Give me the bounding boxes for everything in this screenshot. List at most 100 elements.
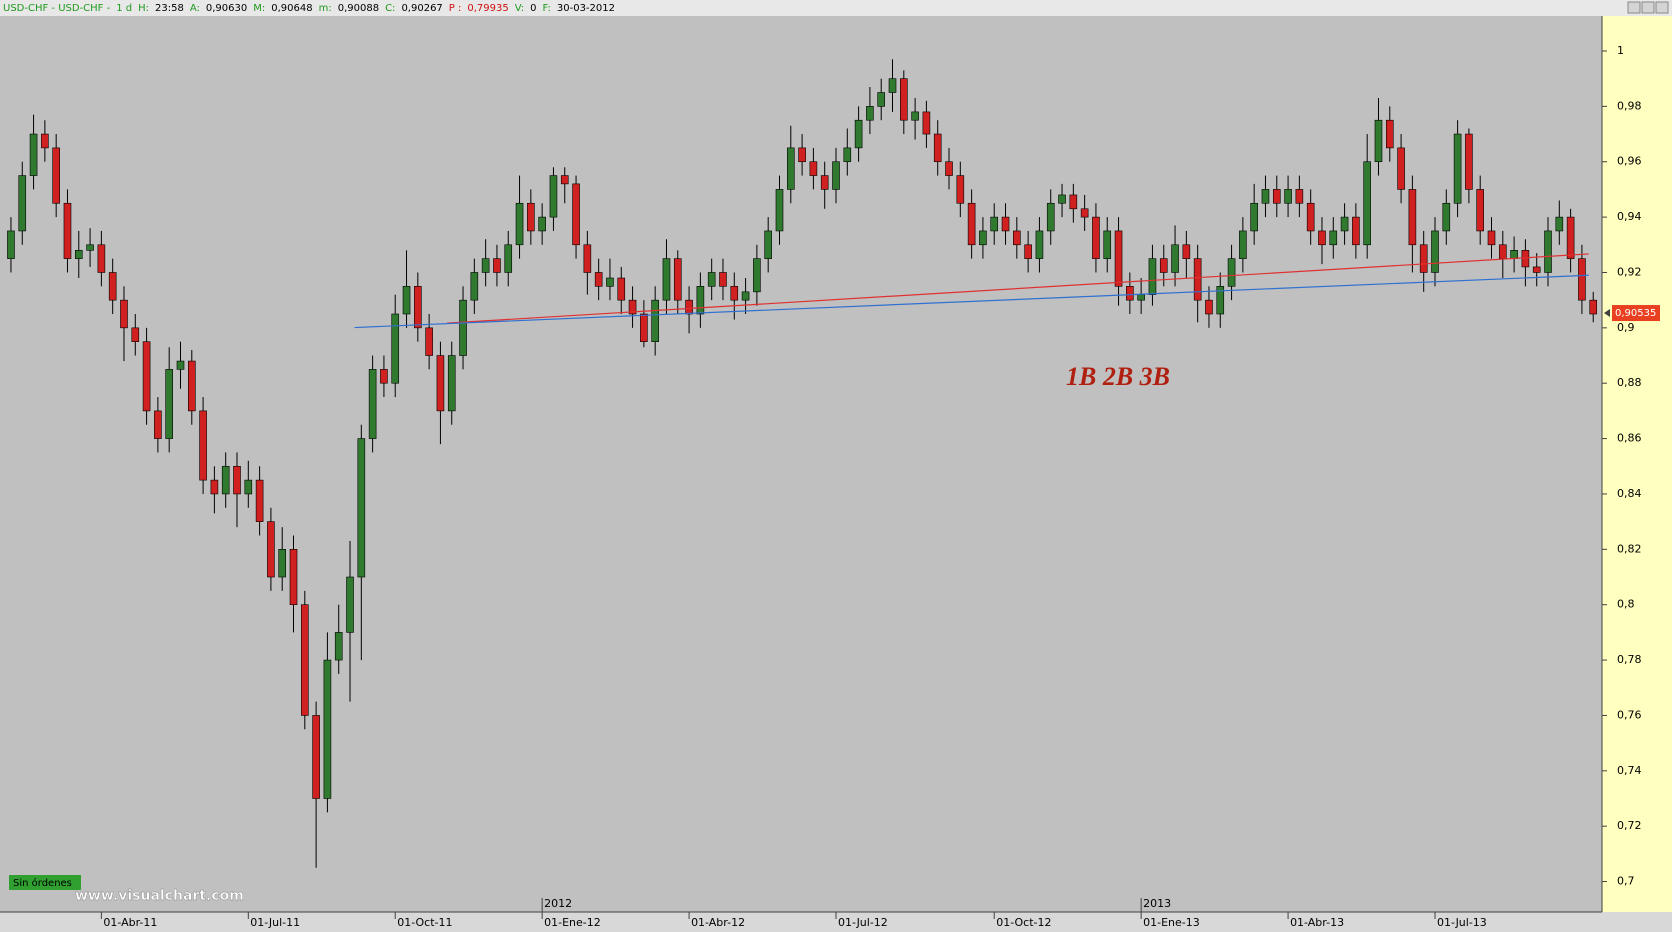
- candle-body: [1114, 230, 1123, 287]
- candle-body: [380, 369, 388, 384]
- candle-body: [1465, 133, 1473, 190]
- candle-body: [979, 230, 987, 246]
- maximize-button[interactable]: [1641, 1, 1655, 14]
- y-tick-label: 0,98: [1617, 99, 1642, 112]
- candle-body: [775, 189, 784, 232]
- y-tick-label: 0,78: [1617, 653, 1642, 666]
- candle-body: [866, 106, 874, 121]
- header: USD-CHF - USD-CHF - 1 d H: 23:58 A: 0,90630 M:…: [3, 3, 615, 14]
- candle-body: [312, 715, 320, 799]
- y-tick-label: 0,86: [1617, 432, 1642, 445]
- candle-body: [1566, 216, 1575, 259]
- annotation: 1B 2B 3B: [1066, 362, 1170, 391]
- candle-body: [798, 147, 806, 163]
- candle-body: [1419, 244, 1428, 273]
- header-item: M:: [253, 3, 265, 14]
- candle-body: [199, 410, 207, 481]
- candle-body: [1431, 230, 1439, 273]
- candle-body: [730, 286, 739, 301]
- candle-body: [572, 183, 580, 246]
- trendline: [354, 274, 1589, 329]
- candle-body: [1261, 189, 1270, 204]
- candle-body: [673, 258, 682, 301]
- candle-body: [278, 549, 287, 578]
- candle-body: [900, 78, 908, 121]
- candle-body: [1148, 258, 1157, 295]
- candle-body: [1340, 216, 1349, 232]
- candle-body: [7, 230, 15, 259]
- candle-body: [1374, 119, 1383, 163]
- x-tick-label: 01-Abr-11: [103, 916, 157, 929]
- candle-body: [391, 313, 400, 384]
- candle-body: [97, 244, 106, 273]
- candle-body: [1272, 189, 1281, 204]
- y-tick-label: 0,88: [1617, 376, 1642, 389]
- candle-body: [301, 604, 309, 716]
- candle-body: [1476, 189, 1485, 232]
- candle-body: [108, 272, 117, 301]
- candle-body: [1499, 244, 1507, 259]
- candle-body: [41, 133, 49, 149]
- candle-body: [63, 202, 72, 259]
- header-item: m:: [319, 3, 332, 14]
- candle-body: [1092, 216, 1100, 259]
- candle-body: [1035, 230, 1044, 259]
- candle-body: [1352, 216, 1360, 246]
- header-item: 0,79935: [467, 3, 508, 14]
- trendline: [447, 253, 1589, 324]
- x-tick-label: 01-Ene-13: [1143, 916, 1200, 929]
- candle-body: [1318, 230, 1326, 246]
- x-tick-label: 01-Oct-12: [996, 916, 1051, 929]
- candle-body: [493, 258, 501, 273]
- candle-body: [888, 78, 897, 93]
- candle-body: [1024, 244, 1032, 259]
- candle-body: [753, 258, 761, 293]
- y-tick-label: 1: [1617, 44, 1624, 57]
- candle-body: [741, 291, 750, 301]
- candle-body: [289, 549, 298, 605]
- candle-body: [255, 479, 264, 522]
- candle-body: [131, 327, 140, 342]
- candle-body: [820, 175, 829, 190]
- candle-body: [1205, 299, 1213, 315]
- candle-body: [1227, 258, 1236, 287]
- y-tick-label: 0,96: [1617, 155, 1642, 168]
- candle-body: [1182, 244, 1191, 259]
- candle-body: [1487, 230, 1496, 246]
- y-tick-label: 0,7: [1617, 875, 1635, 888]
- candle-body: [527, 202, 535, 232]
- candles: [7, 59, 1598, 868]
- header-item: 30-03-2012: [557, 3, 615, 14]
- candle-body: [1126, 286, 1134, 301]
- candle-body: [1408, 189, 1417, 246]
- candle-body: [504, 244, 513, 273]
- candle-body: [1013, 230, 1021, 246]
- candle-body: [1103, 230, 1112, 259]
- candle-body: [628, 299, 637, 315]
- candle-body: [764, 230, 772, 259]
- close-button[interactable]: [1655, 1, 1669, 14]
- minimize-button[interactable]: [1627, 1, 1641, 14]
- header-item: V:: [515, 3, 524, 14]
- candle-body: [210, 479, 219, 495]
- candle-body: [1159, 258, 1168, 273]
- candle-body: [187, 360, 196, 412]
- header-item: P :: [449, 3, 462, 14]
- candle-body: [1250, 202, 1258, 232]
- candle-body: [1578, 258, 1586, 301]
- candle-body: [346, 576, 354, 633]
- header-item: 1 d: [116, 3, 132, 14]
- candle-body: [481, 258, 490, 273]
- watermark: www.visualchart.com: [75, 888, 244, 904]
- candle-body: [402, 286, 411, 315]
- candle-body: [922, 111, 931, 135]
- header-item: 0,90088: [338, 3, 379, 14]
- candle-body: [877, 92, 886, 107]
- price-arrow: [1604, 309, 1610, 318]
- candle-body: [1080, 208, 1089, 218]
- candle-body: [414, 286, 422, 329]
- candle-body: [606, 277, 614, 287]
- y-axis-panel: [1602, 16, 1672, 912]
